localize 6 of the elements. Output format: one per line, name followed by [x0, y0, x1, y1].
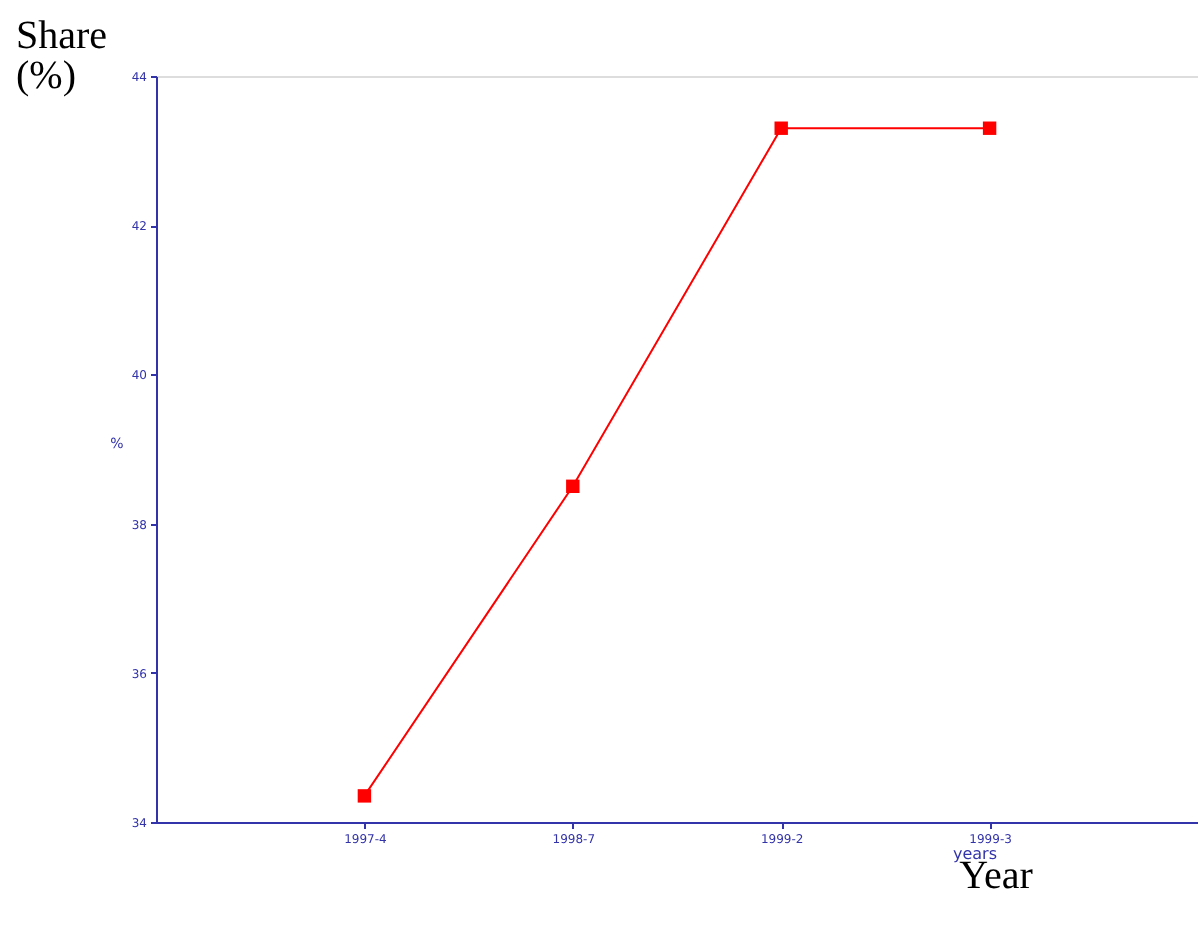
point: [566, 479, 580, 494]
text: Share (%): [16, 14, 108, 98]
point: [774, 121, 788, 135]
x-axis-title: years: [952, 845, 997, 863]
point: [982, 121, 997, 135]
point: [357, 789, 372, 803]
